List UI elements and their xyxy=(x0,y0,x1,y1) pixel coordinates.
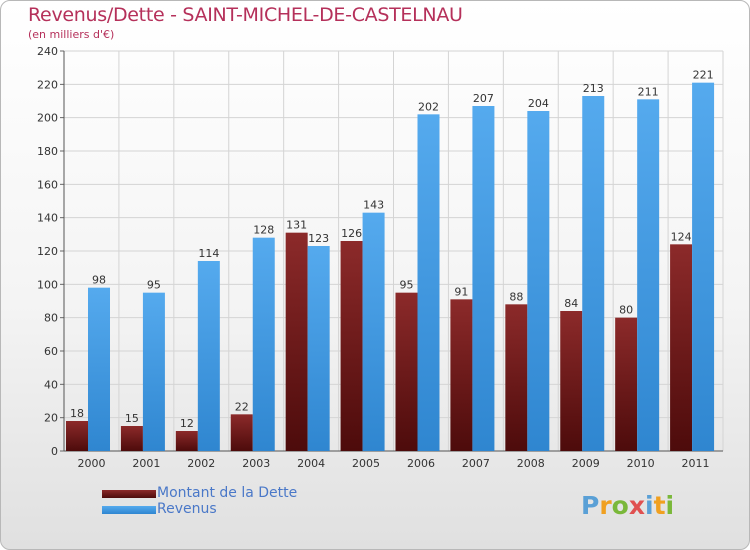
logo-letter: i xyxy=(665,491,675,520)
bar-debt xyxy=(230,414,253,451)
proxiti-logo: Proxiti xyxy=(581,491,674,520)
bar-revenue xyxy=(637,99,660,451)
bar-debt xyxy=(450,299,473,451)
data-label-revenue: 221 xyxy=(693,69,714,82)
data-label-debt: 95 xyxy=(400,279,414,292)
y-tick-label: 100 xyxy=(37,278,58,291)
bar-debt xyxy=(615,317,638,451)
y-tick-label: 80 xyxy=(44,312,58,325)
logo-letter: i xyxy=(645,491,654,520)
data-label-revenue: 114 xyxy=(198,247,219,260)
bar-debt xyxy=(66,421,88,451)
y-tick-label: 0 xyxy=(51,445,58,458)
x-tick-label: 2005 xyxy=(352,457,380,470)
x-tick-label: 2011 xyxy=(682,457,710,470)
data-label-debt: 126 xyxy=(341,227,362,240)
data-label-revenue: 207 xyxy=(473,92,494,105)
x-tick-label: 2009 xyxy=(572,457,600,470)
bar-debt xyxy=(175,431,198,451)
data-label-revenue: 143 xyxy=(363,199,384,212)
logo-letter: t xyxy=(653,491,666,520)
bar-revenue xyxy=(197,261,220,451)
logo-letter: x xyxy=(628,491,645,520)
bar-revenue xyxy=(142,292,165,451)
grid-layer xyxy=(63,50,724,451)
bar-revenue xyxy=(307,246,330,451)
bar-debt xyxy=(285,232,308,451)
legend-label-revenue: Revenus xyxy=(157,501,217,517)
x-tick-label: 2008 xyxy=(517,457,545,470)
y-tick-label: 60 xyxy=(44,345,58,358)
bar-debt xyxy=(560,311,583,451)
y-tick-label: 220 xyxy=(37,78,58,91)
bar-revenue xyxy=(362,212,385,451)
legend-label-debt: Montant de la Dette xyxy=(157,485,298,501)
x-tick-label: 2007 xyxy=(462,457,490,470)
data-label-debt: 12 xyxy=(180,417,194,430)
bar-debt xyxy=(395,292,418,451)
bar-debt xyxy=(670,244,693,451)
bar-revenue xyxy=(472,106,495,451)
data-label-revenue: 95 xyxy=(147,279,161,292)
data-label-revenue: 123 xyxy=(308,232,329,245)
logo-letter: o xyxy=(611,491,629,520)
y-tick-label: 240 xyxy=(37,45,58,58)
y-tick-label: 40 xyxy=(44,378,58,391)
data-label-debt: 18 xyxy=(70,407,84,420)
bar-debt xyxy=(340,241,363,451)
data-label-debt: 80 xyxy=(619,304,633,317)
bar-revenue xyxy=(252,237,275,451)
data-label-debt: 84 xyxy=(564,297,578,310)
data-label-debt: 15 xyxy=(125,412,139,425)
bar-revenue xyxy=(692,82,715,452)
logo-letter: r xyxy=(599,491,612,520)
data-label-revenue: 211 xyxy=(638,85,659,98)
x-tick-label: 2004 xyxy=(297,457,325,470)
legend-swatch-debt xyxy=(102,490,156,498)
axis-layer: 0 20 40 60 80 100 120 140 160 180 200 220 240 2000 200… xyxy=(37,45,723,470)
logo-letter: P xyxy=(581,491,600,520)
data-label-debt: 131 xyxy=(286,219,307,232)
data-label-revenue: 128 xyxy=(253,224,274,237)
data-label-revenue: 202 xyxy=(418,100,439,113)
x-tick-label: 2000 xyxy=(77,457,105,470)
data-label-debt: 124 xyxy=(671,230,692,243)
x-tick-label: 2010 xyxy=(627,457,655,470)
chart-subtitle: (en milliers d'€) xyxy=(28,28,115,41)
legend-swatch-revenue xyxy=(102,506,156,514)
bar-revenue xyxy=(527,111,550,451)
data-label-revenue: 204 xyxy=(528,97,549,110)
y-tick-label: 140 xyxy=(37,212,58,225)
bar-revenue xyxy=(88,287,110,451)
data-label-debt: 88 xyxy=(509,290,523,303)
x-tick-label: 2003 xyxy=(242,457,270,470)
bar-debt xyxy=(505,304,528,451)
y-tick-label: 180 xyxy=(37,145,58,158)
x-tick-label: 2002 xyxy=(187,457,215,470)
data-label-revenue: 213 xyxy=(583,82,604,95)
x-tick-label: 2001 xyxy=(132,457,160,470)
y-tick-label: 120 xyxy=(37,245,58,258)
bar-revenue xyxy=(417,114,440,451)
x-tick-label: 2006 xyxy=(407,457,435,470)
data-label-debt: 22 xyxy=(235,400,249,413)
y-tick-label: 160 xyxy=(37,178,58,191)
data-label-revenue: 98 xyxy=(92,274,106,287)
data-label-debt: 91 xyxy=(454,285,468,298)
bar-revenue xyxy=(582,96,605,451)
chart-title: Revenus/Dette - SAINT-MICHEL-DE-CASTELNA… xyxy=(28,4,463,26)
y-tick-label: 20 xyxy=(44,412,58,425)
bar-debt xyxy=(120,426,143,451)
bar-layer xyxy=(66,82,715,452)
y-tick-label: 200 xyxy=(37,112,58,125)
